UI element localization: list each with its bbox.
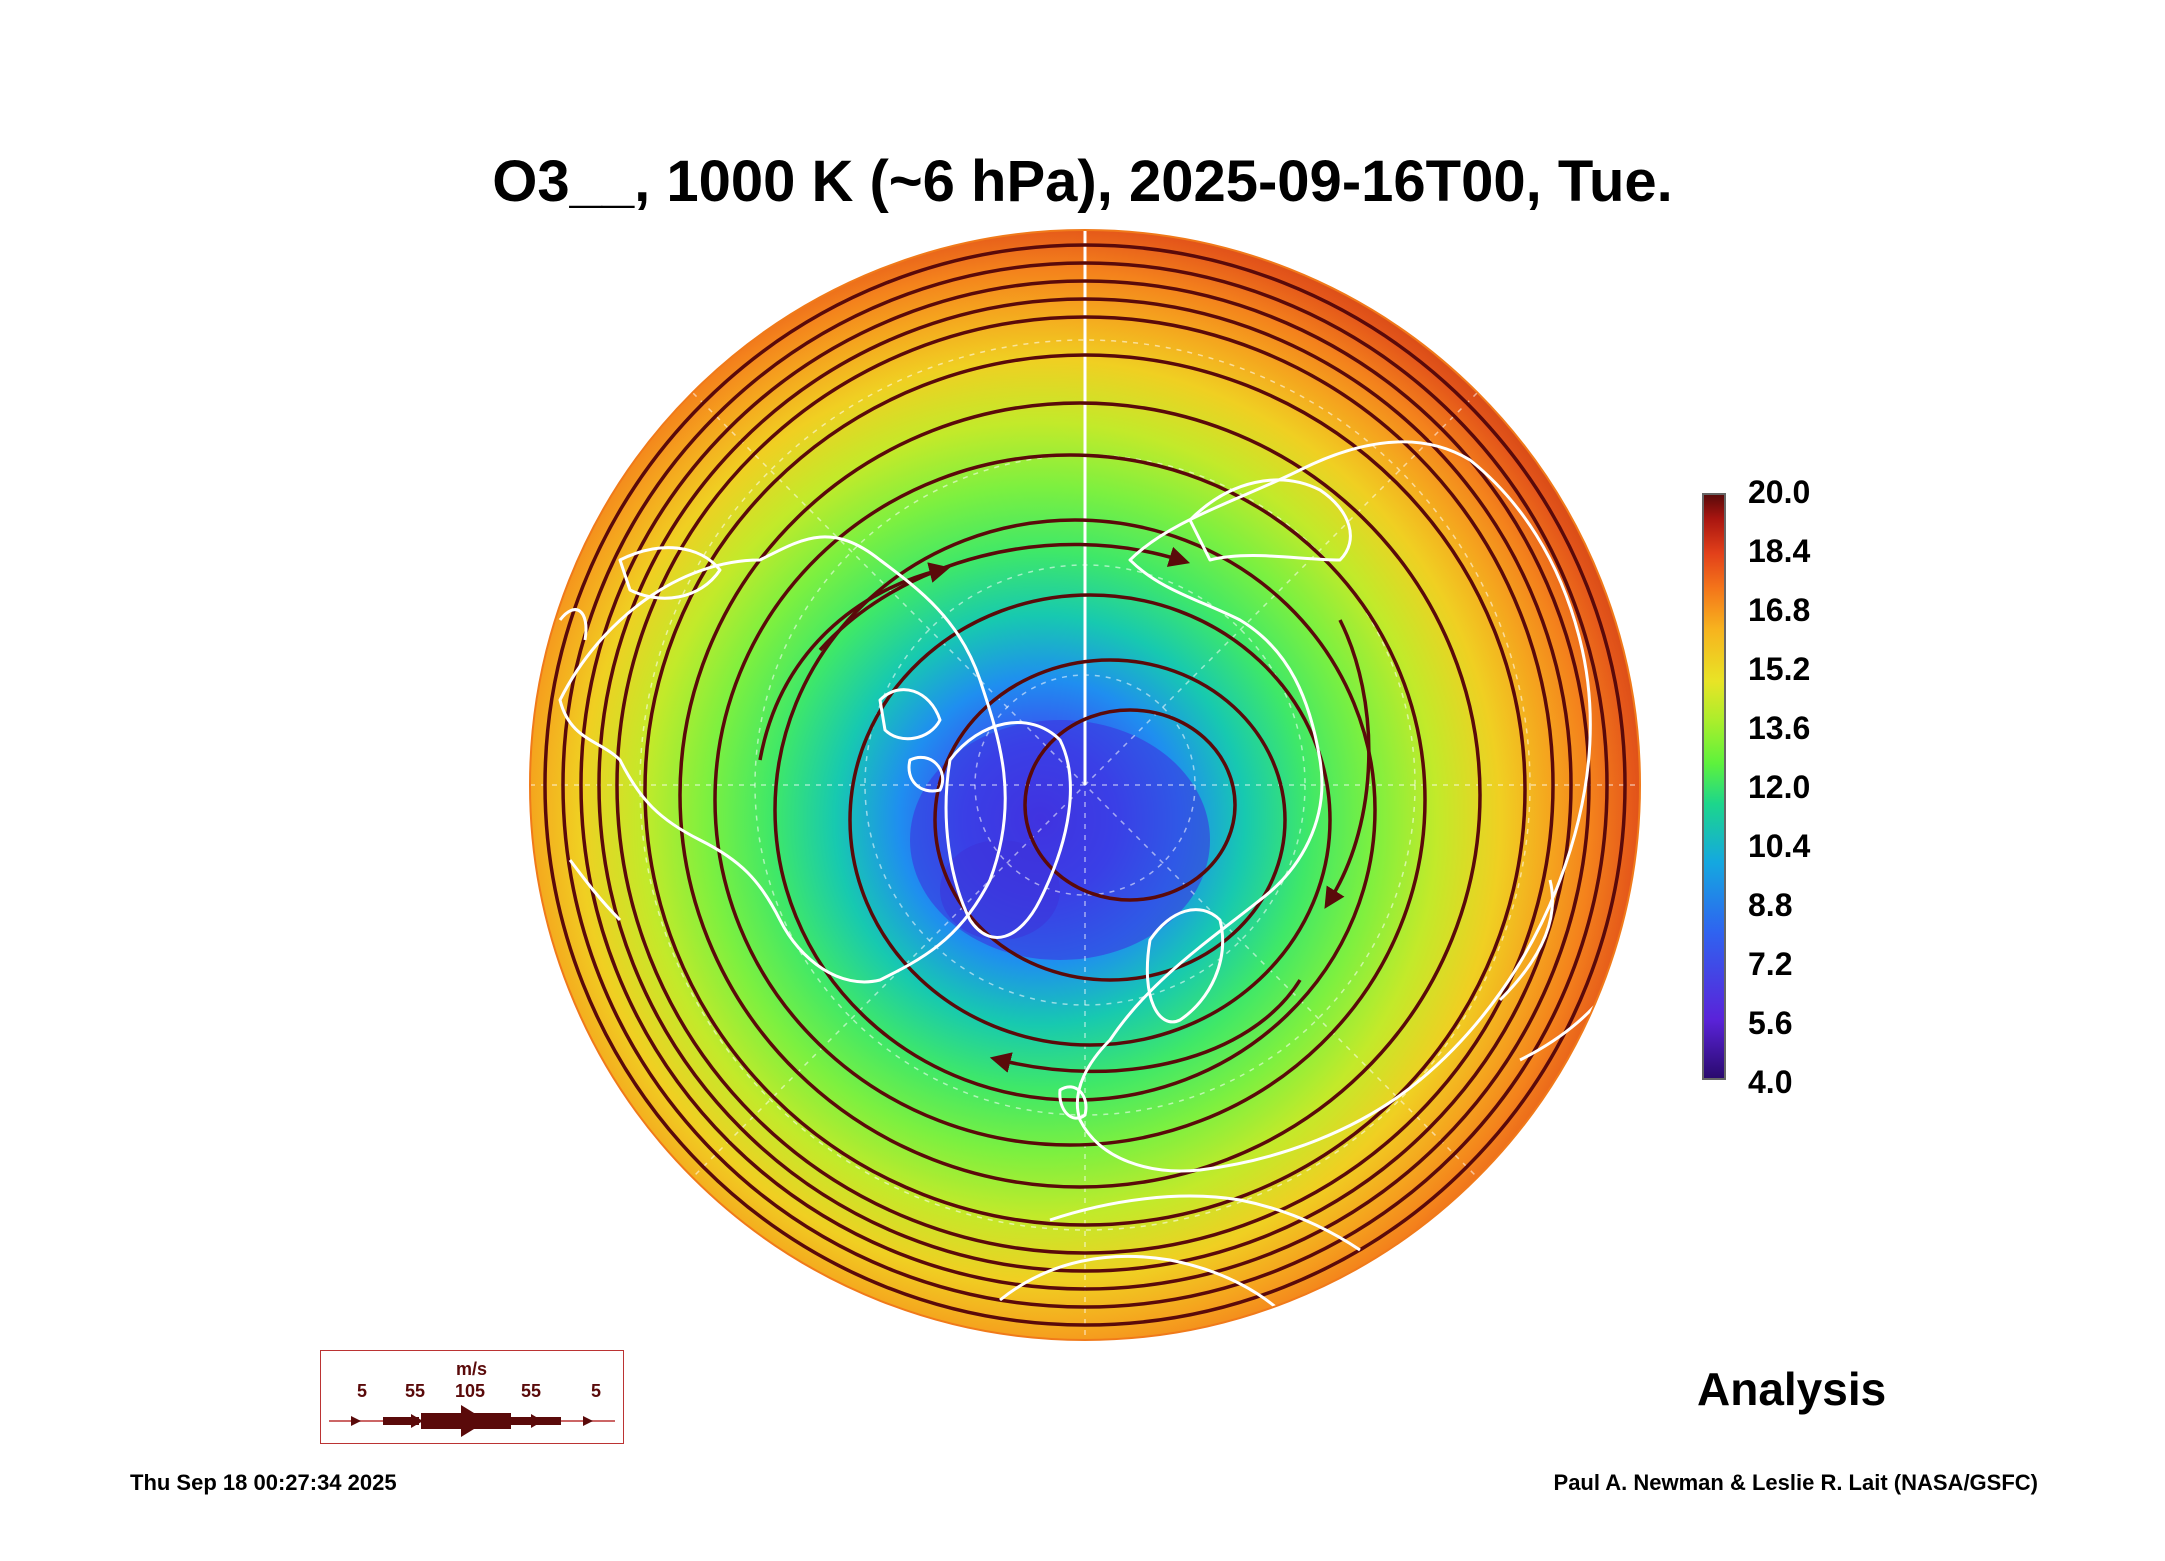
wind-speed-label: 55 <box>521 1381 542 1401</box>
generation-timestamp: Thu Sep 18 00:27:34 2025 <box>130 1470 397 1495</box>
colorbar-tick: 4.0 <box>1748 1064 1793 1100</box>
colorbar-tick: 20.0 <box>1748 474 1811 510</box>
colorbar-tick: 5.6 <box>1748 1005 1793 1041</box>
colorbar-tick: 15.2 <box>1748 651 1811 687</box>
author-credit: Paul A. Newman & Leslie R. Lait (NASA/GS… <box>1553 1470 2038 1495</box>
wind-speed-label: 105 <box>455 1381 486 1401</box>
wind-unit-label: m/s <box>456 1359 488 1379</box>
wind-speed-label: 5 <box>591 1381 602 1401</box>
wind-streamlines <box>543 243 1627 1327</box>
wind-arrow-scale <box>329 1405 615 1437</box>
colorbar-tick: 16.8 <box>1748 592 1811 628</box>
colorbar-tick: 10.4 <box>1748 828 1811 864</box>
analysis-label: Analysis <box>1697 1363 1887 1415</box>
colorbar-tick: 7.2 <box>1748 946 1793 982</box>
map-title: O3__, 1000 K (~6 hPa), 2025-09-16T00, Tu… <box>492 149 1673 214</box>
colorbar-tick: 12.0 <box>1748 769 1811 805</box>
wind-speed-legend: m/s 5 55 105 55 5 <box>320 1350 624 1444</box>
colorbar-tick: 18.4 <box>1748 533 1811 569</box>
wind-speed-label: 55 <box>405 1381 426 1401</box>
map-outline <box>529 229 1641 1341</box>
colorbar <box>1702 493 1726 1080</box>
colorbar-tick: 13.6 <box>1748 710 1811 746</box>
colorbar-tick: 8.8 <box>1748 887 1793 923</box>
wind-speed-label: 5 <box>357 1381 368 1401</box>
